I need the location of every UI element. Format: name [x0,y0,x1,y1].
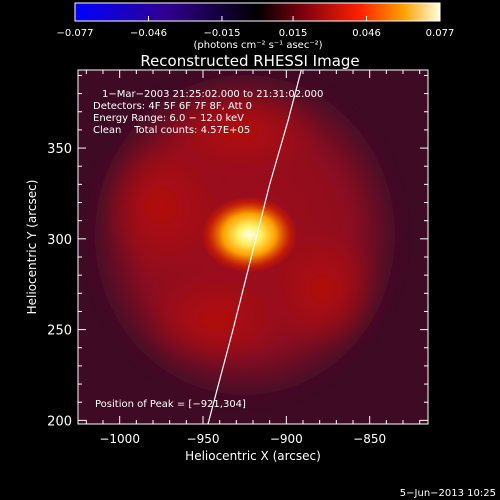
image-heatmap [78,70,428,424]
colorbar-tick-label: 0.046 [352,28,381,39]
x-axis-ticks: −1000 −950 −900 −850 [85,70,421,446]
chart-title: Reconstructed RHESSI Image [140,52,359,70]
solar-limb-line [207,70,302,424]
y-tick-label: 250 [47,324,72,339]
emission-lobe-right [270,230,380,350]
colorbar-unit-label: (photons cm⁻² s⁻¹ asec⁻²) [193,40,322,51]
y-axis-ticks: 200 250 300 350 [47,74,428,429]
image-annotations: 1−Mar−2003 21:25:02.000 to 21:31:02.000D… [93,89,323,136]
colorbar-tick-label: 0.077 [426,28,455,39]
emission-lobe-left [100,135,220,275]
x-tick-label: −850 [353,432,386,446]
emission-lobe-top [160,85,320,175]
y-axis-label: Heliocentric Y (arcsec) [25,180,39,315]
x-tick-label: −900 [270,432,303,446]
y-tick-label: 200 [47,414,72,429]
peak-source [201,196,298,273]
colorbar-tick-label: −0.015 [203,28,240,39]
date-stamp: 5−Jun−2013 10:25 [400,488,496,499]
colorbar-tick-label: −0.046 [130,28,167,39]
x-tick-label: −1000 [99,432,140,446]
annotation-line: Clean Total counts: 4.57E+05 [93,125,250,136]
colorbar-tick-label: −0.077 [56,28,93,39]
y-tick-label: 300 [47,233,72,248]
x-axis-label: Heliocentric X (arcsec) [185,449,321,463]
colorbar-gradient [74,2,441,22]
colorbar: −0.077 −0.046 −0.015 0.015 0.046 0.077 (photo… [56,2,454,51]
emission-lobe-bottom [145,275,285,365]
annotation-line: Detectors: 4F 5F 6F 7F 8F, Att 0 [93,101,252,112]
annotation-line: 1−Mar−2003 21:25:02.000 to 21:31:02.000 [102,89,323,100]
y-tick-label: 350 [47,142,72,157]
colorbar-ticks: −0.077 −0.046 −0.015 0.015 0.046 0.077 [56,16,454,39]
x-tick-label: −950 [187,432,220,446]
peak-position-label: Position of Peak = [−921,304] [95,399,246,410]
annotation-line: Energy Range: 6.0 − 12.0 keV [93,113,244,124]
colorbar-tick-label: 0.015 [279,28,308,39]
